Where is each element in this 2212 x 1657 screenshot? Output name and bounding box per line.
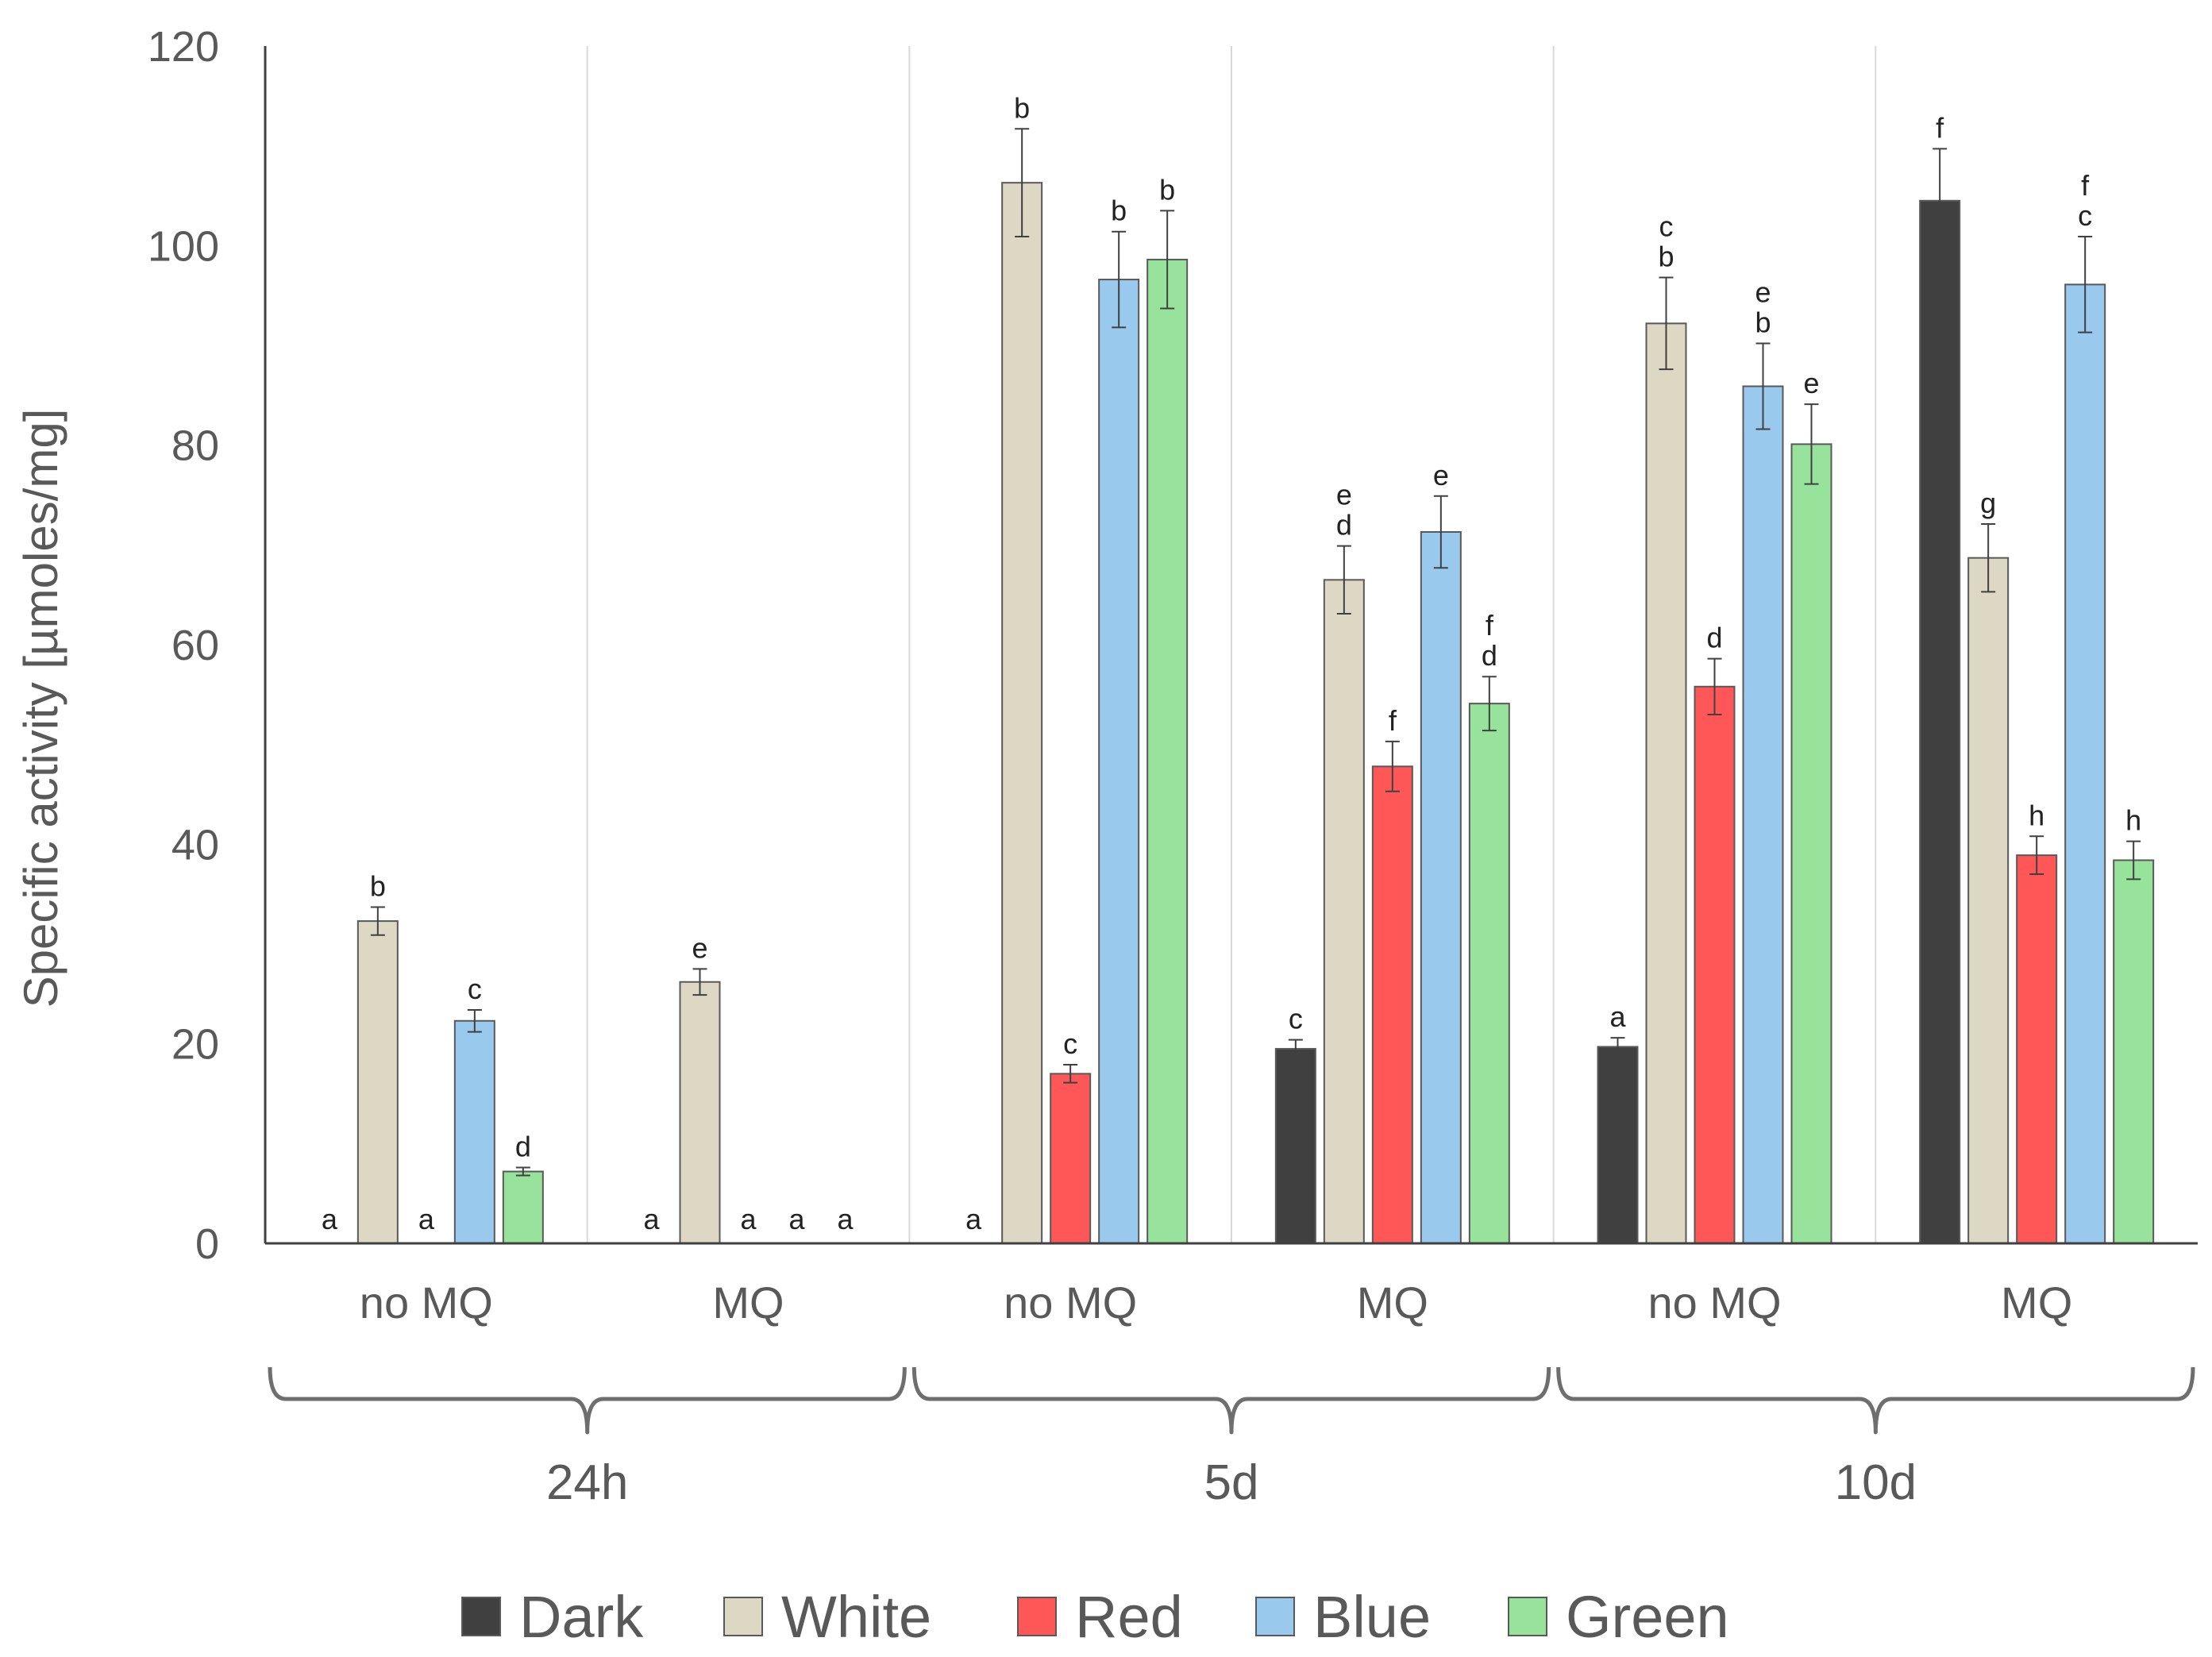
bar-red: [1050, 1073, 1092, 1245]
y-tick-label: 100: [148, 222, 219, 270]
bar-dark: [1597, 1046, 1639, 1244]
significance-letter: c: [2078, 199, 2092, 232]
significance-letter: b: [1658, 241, 1674, 273]
category-label: no MQ: [360, 1277, 493, 1328]
bar-blue: [453, 1019, 495, 1244]
bar-green: [1790, 443, 1832, 1244]
significance-letter: b: [1014, 91, 1030, 124]
significance-letter: a: [788, 1203, 805, 1235]
bar-white: [356, 920, 399, 1244]
bar-blue: [1098, 279, 1140, 1244]
significance-letter: a: [965, 1203, 982, 1235]
y-axis-title: Specific activity [µmoles/mg]: [14, 409, 67, 1008]
significance-letter: a: [643, 1203, 660, 1235]
significance-letter: h: [2029, 799, 2044, 831]
bar-green: [1468, 703, 1510, 1244]
bar-white: [1323, 579, 1365, 1244]
significance-letter: f: [1389, 704, 1397, 737]
time-bracket: [911, 1366, 1551, 1435]
time-label: 24h: [546, 1455, 628, 1510]
significance-letter: d: [515, 1130, 531, 1162]
significance-letter: e: [1803, 367, 1819, 399]
y-tick-label: 0: [195, 1220, 219, 1268]
significance-letter: c: [1289, 1003, 1303, 1035]
significance-letter: e: [1336, 479, 1352, 511]
significance-letter: b: [1111, 195, 1127, 227]
legend-label-dark: Dark: [519, 1584, 644, 1650]
bar-white: [679, 981, 721, 1244]
y-tick-label: 40: [171, 821, 219, 869]
significance-letter: e: [1755, 276, 1771, 308]
y-tick-label: 20: [171, 1021, 219, 1069]
significance-letter: b: [1755, 306, 1771, 338]
bar-blue: [1420, 530, 1462, 1244]
significance-letter: a: [418, 1203, 435, 1235]
significance-letter: b: [370, 870, 386, 903]
significance-letter: d: [1336, 509, 1352, 541]
grid-layer: [586, 46, 1877, 1243]
bar-white: [1645, 322, 1687, 1244]
significance-letter: c: [1063, 1027, 1077, 1060]
bar-green: [2113, 859, 2155, 1244]
significance-letter: b: [1159, 173, 1175, 206]
bar-dark: [1274, 1047, 1316, 1244]
y-tick-label: 120: [148, 23, 219, 71]
time-bracket: [1556, 1366, 2195, 1435]
legend-swatch-blue: [1255, 1597, 1295, 1636]
legend-label-green: Green: [1566, 1584, 1729, 1650]
significance-letter: e: [692, 931, 707, 964]
significance-letter: a: [837, 1203, 854, 1235]
significance-letter: f: [2081, 169, 2090, 202]
significance-letter: a: [1609, 1000, 1626, 1033]
bar-red: [1371, 765, 1413, 1244]
y-tick-label: 60: [171, 622, 219, 669]
legend-label-blue: Blue: [1313, 1584, 1431, 1650]
y-tick-label: 80: [171, 422, 219, 470]
bar-green: [1146, 258, 1189, 1245]
bar-blue: [1742, 385, 1784, 1245]
time-bracket: [268, 1366, 907, 1435]
legend-swatch-green: [1508, 1597, 1547, 1636]
significance-letter: d: [1706, 622, 1722, 654]
bar-red: [2016, 854, 2058, 1244]
axes-layer: 0 20 40 60 80 100 120 Specific activity [µmoles…: [14, 23, 2198, 1268]
category-label: no MQ: [1004, 1277, 1137, 1328]
significance-letter: a: [322, 1203, 338, 1235]
category-label: MQ: [712, 1277, 784, 1328]
significance-letter: g: [1980, 487, 1996, 519]
time-label: 10d: [1835, 1455, 1917, 1510]
legend-label-red: Red: [1075, 1584, 1183, 1650]
bars-layer: [356, 128, 2155, 1245]
bar-blue: [2064, 283, 2106, 1244]
legend: Dark White Red Blue Green: [461, 1584, 1729, 1650]
legend-swatch-dark: [461, 1597, 501, 1636]
significance-letter: c: [1659, 210, 1674, 243]
significance-letter: f: [1486, 609, 1494, 642]
significance-letter: e: [1433, 459, 1449, 491]
significance-letter: h: [2125, 804, 2141, 837]
bar-white: [1967, 557, 2010, 1244]
legend-swatch-red: [1017, 1597, 1057, 1636]
category-label: no MQ: [1647, 1277, 1781, 1328]
significance-letter: a: [740, 1203, 757, 1235]
category-label: MQ: [2001, 1277, 2072, 1328]
significance-letter: d: [1482, 639, 1497, 672]
bar-green: [502, 1170, 544, 1245]
bar-red: [1694, 685, 1736, 1244]
legend-swatch-white: [723, 1597, 763, 1636]
significance-letter: c: [468, 973, 482, 1005]
significance-letter: f: [1936, 111, 1944, 144]
time-label: 5d: [1204, 1455, 1259, 1510]
legend-label-white: White: [781, 1584, 931, 1650]
category-label: MQ: [1357, 1277, 1428, 1328]
bar-dark: [1919, 199, 1961, 1245]
bar-white: [1001, 182, 1043, 1244]
